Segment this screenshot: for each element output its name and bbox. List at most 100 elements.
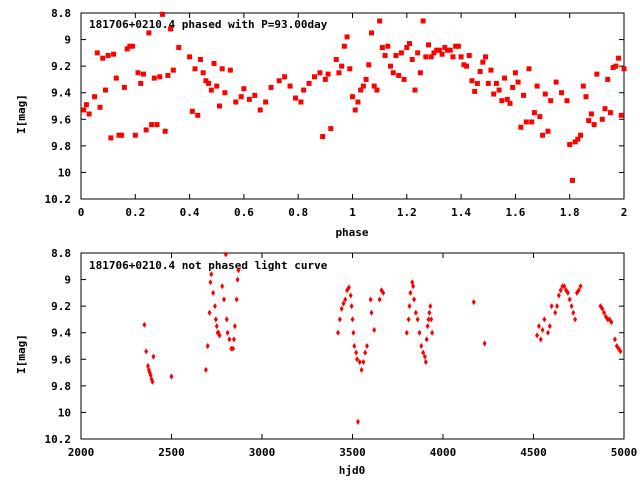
phased-data-point [436,47,442,53]
raw-data-point [221,296,226,303]
phased-data-point [143,127,149,133]
raw-data-point [207,309,212,316]
raw-data-point [235,276,240,283]
phased-data-point [352,107,358,113]
phased-x-tick-label: 0.6 [234,206,254,219]
raw-data-point [422,353,427,360]
raw-data-point [236,267,241,274]
phased-data-point [238,94,244,100]
phased-data-point [211,60,217,66]
phased-x-tick-label: 1.8 [560,206,580,219]
phased-data-point [200,70,206,76]
raw-data-point [576,287,581,294]
phased-data-point [119,132,125,138]
raw-x-tick-label: 4000 [430,446,457,459]
phased-data-point [333,57,339,62]
phased-data-point [599,116,605,122]
raw-data-point [571,309,576,316]
phased-data-point [409,57,415,62]
phased-data-point [442,45,448,51]
phased-data-point [393,53,399,59]
phased-data-point [263,99,269,105]
phased-data-point [382,53,388,59]
phased-data-point [116,132,122,138]
raw-plot-title: 181706+0210.4 not phased light curve [89,259,328,272]
phased-data-point [567,142,573,148]
raw-data-point [424,336,429,343]
phased-data-point [108,135,114,141]
phased-data-point [572,139,578,145]
phased-data-point [423,54,429,60]
raw-data-point [413,309,418,316]
raw-data-point [547,323,552,330]
phased-x-tick-label: 0.8 [288,206,308,219]
raw-data-point [205,343,210,349]
phased-data-point [439,51,445,57]
phased-data-point [146,30,152,36]
phased-data-point [586,118,592,124]
phased-data-point [322,76,328,82]
phased-data-point [317,70,323,76]
raw-data-point [224,316,229,323]
phased-data-point [469,78,475,84]
raw-data-point [471,299,476,306]
raw-data-point [369,309,374,316]
phased-data-point [447,47,453,53]
raw-data-point [408,289,413,296]
phased-x-axis-title: phase [335,226,368,239]
phased-data-point [398,50,404,56]
phased-data-point [455,43,461,49]
phased-data-point [86,111,92,117]
raw-data-point [355,418,360,425]
phased-data-point [363,76,369,82]
phased-data-point [203,78,209,84]
raw-y-tick-label: 8.8 [51,247,71,260]
raw-data-point [231,336,236,343]
raw-data-point [553,309,558,316]
raw-data-point [542,316,547,323]
raw-y-tick-label: 10 [58,406,71,419]
raw-data-point [339,305,344,312]
phased-data-point [113,75,119,81]
phased-data-point [602,106,608,112]
raw-data-point [169,373,174,380]
phased-x-tick-label: 2 [621,206,628,219]
phased-data-point [480,59,486,65]
phased-x-tick-label: 1.4 [451,206,471,219]
raw-data-point [417,329,422,336]
raw-data-point [567,296,572,303]
phased-data-point [328,126,334,132]
phased-data-point [222,90,228,96]
phased-data-point [176,45,182,51]
raw-data-point [556,292,561,299]
phased-data-point [149,122,155,128]
raw-data-point [357,358,362,365]
phased-data-point [518,124,524,130]
raw-data-point [220,283,225,290]
phased-data-point [344,34,350,40]
phased-data-point [282,74,288,80]
phased-y-tick-label: 9.4 [51,87,71,100]
raw-data-point [208,279,213,286]
raw-data-point [142,321,147,328]
raw-data-point [428,303,433,310]
phased-data-point [417,70,423,76]
raw-data-point [430,329,435,336]
phased-data-point [81,107,87,113]
phased-data-point [477,68,483,74]
phased-data-point [420,18,426,24]
raw-data-point [361,358,366,365]
phased-data-point [521,92,527,98]
phased-y-tick-label: 10 [58,166,71,179]
phased-data-point [208,87,214,93]
phased-data-point [377,18,383,24]
phased-data-point [252,92,258,98]
raw-data-point [212,303,217,310]
raw-data-point [350,316,355,323]
phased-data-point [607,110,613,116]
raw-data-point [225,329,230,336]
phased-data-point [523,119,529,125]
phased-data-point [130,43,136,49]
phased-data-point [233,99,239,105]
phased-data-point [170,67,176,73]
